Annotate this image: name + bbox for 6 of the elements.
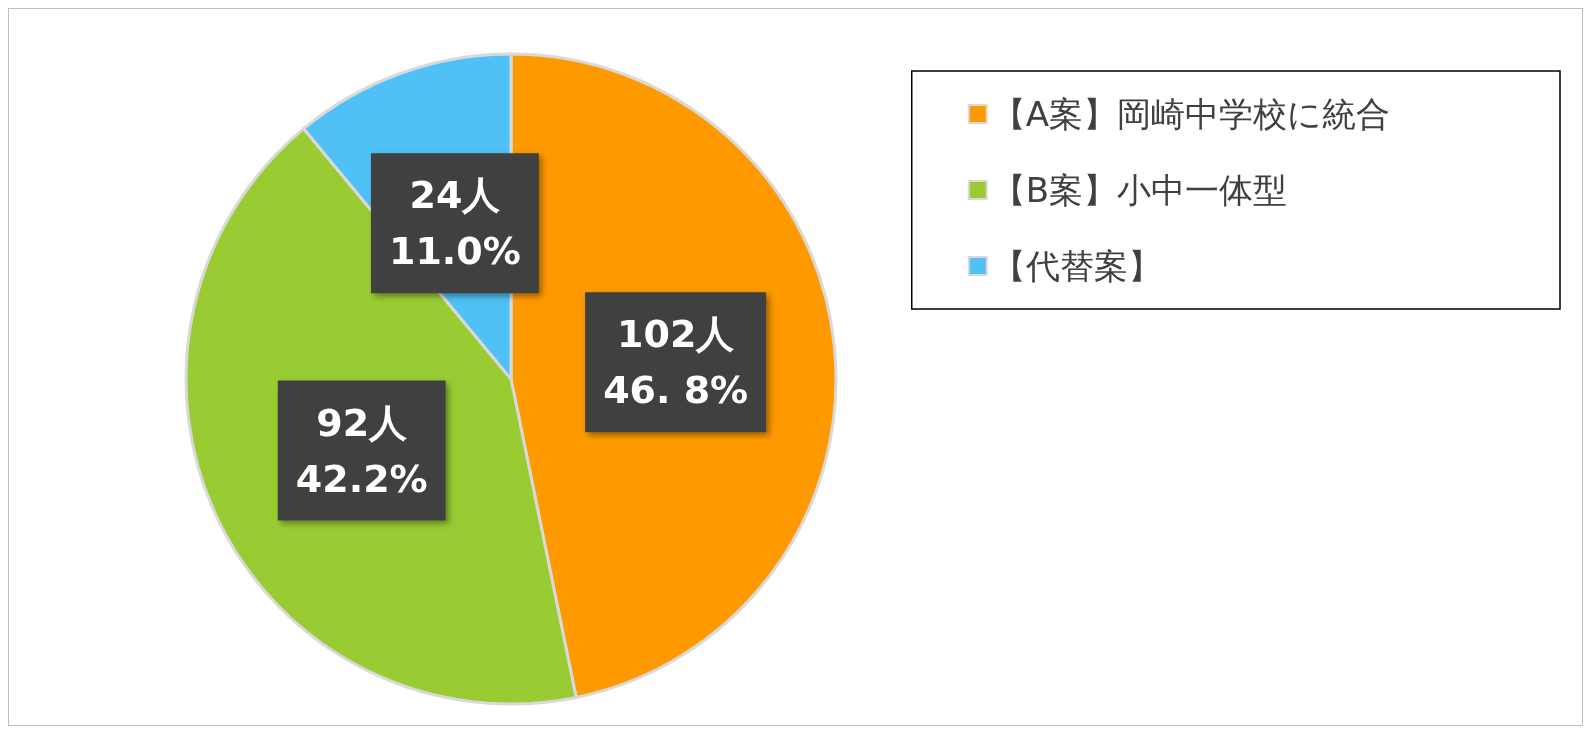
legend-label: 【B案】小中一体型	[991, 170, 1288, 210]
legend-label: 【代替案】	[991, 246, 1162, 286]
legend-label: 【A案】岡崎中学校に統合	[991, 94, 1391, 134]
data-label: 24人 11.0%	[388, 173, 521, 274]
data-label: 92人 42.2%	[295, 400, 428, 501]
data-label: 102人 46. 8%	[603, 312, 749, 413]
